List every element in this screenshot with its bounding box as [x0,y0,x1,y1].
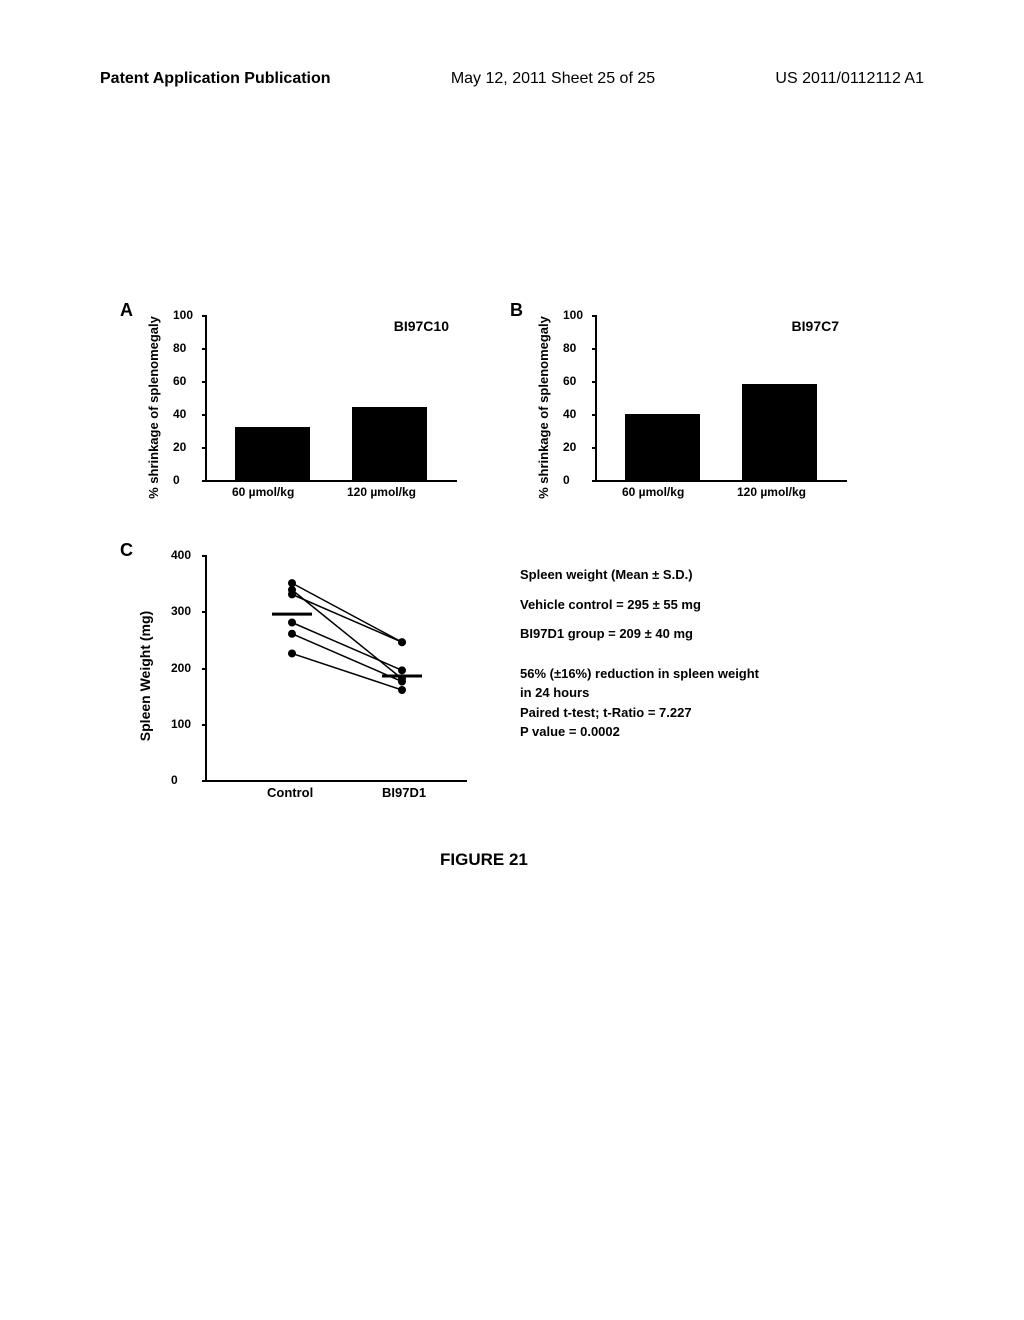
stats-line-6: Paired t-test; t-Ratio = 7.227 [520,703,880,723]
panel-c-ytick-0: 0 [171,773,178,787]
panel-b-ytick-100: 100 [563,308,583,322]
stats-line-7: P value = 0.0002 [520,722,880,742]
panel-c-label: C [120,540,133,561]
panel-b-ytick-20: 20 [563,440,576,454]
stats-line-1: Spleen weight (Mean ± S.D.) [520,565,880,585]
stats-line-3: BI97D1 group = 209 ± 40 mg [520,624,880,644]
panel-b-ytick-60: 60 [563,374,576,388]
header-publication: Patent Application Publication [100,70,331,88]
panel-c-y-axis-title: Spleen Weight (mg) [137,611,153,741]
stats-line-2: Vehicle control = 295 ± 55 mg [520,595,880,615]
panel-b-bar-1 [742,384,817,480]
panel-a-ytick-20: 20 [173,440,186,454]
panel-a-xlabel-1: 120 µmol/kg [347,485,416,499]
panel-c-svg [207,555,467,780]
stats-line-4: 56% (±16%) reduction in spleen weight [520,664,880,684]
panel-c-ytick-400: 400 [171,548,191,562]
panel-b-ytick-40: 40 [563,407,576,421]
panel-b-label: B [510,300,523,321]
panel-c-ytick-100: 100 [171,717,191,731]
panel-a-xlabel-0: 60 µmol/kg [232,485,294,499]
panel-a-ytick-60: 60 [173,374,186,388]
header-date-sheet: May 12, 2011 Sheet 25 of 25 [451,70,655,88]
panel-c-chart: 400 300 200 100 0 Control BI97D1 [205,555,467,782]
panel-c-ytick-300: 300 [171,604,191,618]
panel-b-xlabel-1: 120 µmol/kg [737,485,806,499]
panel-a-y-axis-title: % shrinkage of splenomegaly [146,316,161,499]
panel-a-chart: BI97C10 100 80 60 40 20 0 60 µmol/kg 120… [205,315,457,482]
panel-c-ytick-200: 200 [171,661,191,675]
panel-c-xlabel-1: BI97D1 [382,785,426,800]
panel-b-xlabel-0: 60 µmol/kg [622,485,684,499]
panel-b-chart: BI97C7 100 80 60 40 20 0 60 µmol/kg 120 … [595,315,847,482]
stats-line-5: in 24 hours [520,683,880,703]
panel-a-chart-title: BI97C10 [394,318,449,334]
figure-caption: FIGURE 21 [440,850,528,870]
panel-a-bar-1 [352,407,427,480]
panel-b-ytick-0: 0 [563,473,570,487]
panel-b-chart-title: BI97C7 [792,318,839,334]
panel-a-ytick-80: 80 [173,341,186,355]
panel-a-ytick-40: 40 [173,407,186,421]
panel-a-ytick-0: 0 [173,473,180,487]
panel-b-bar-0 [625,414,700,480]
panel-a-label: A [120,300,133,321]
stats-block: Spleen weight (Mean ± S.D.) Vehicle cont… [520,565,880,742]
panel-b-ytick-80: 80 [563,341,576,355]
panel-a-bar-0 [235,427,310,480]
figure-21-area: A % shrinkage of splenomegaly BI97C10 10… [120,300,900,900]
panel-b-y-axis-title: % shrinkage of splenomegaly [536,316,551,499]
panel-a-ytick-100: 100 [173,308,193,322]
header-pub-number: US 2011/0112112 A1 [775,70,924,88]
panel-c-xlabel-0: Control [267,785,313,800]
